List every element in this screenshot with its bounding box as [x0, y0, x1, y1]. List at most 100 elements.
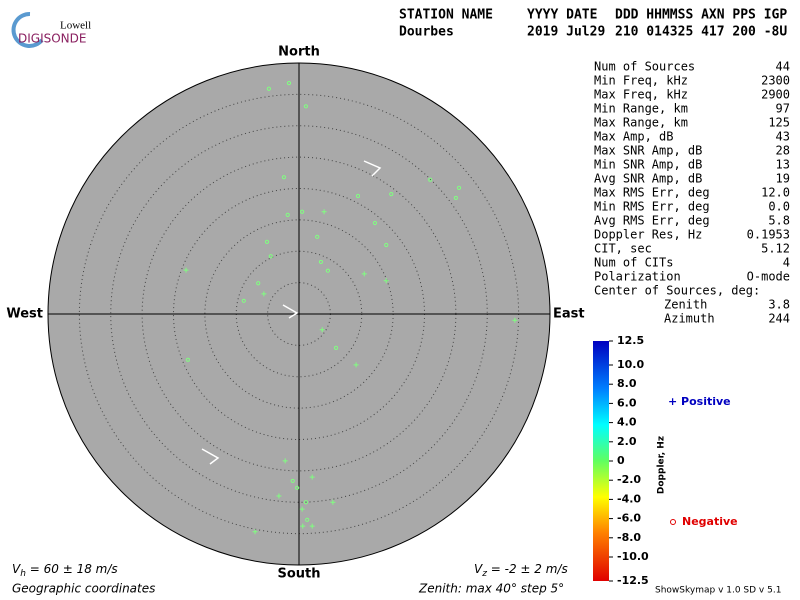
- point: [355, 193, 361, 199]
- stat-label: Doppler Res, Hz: [594, 228, 702, 242]
- point: [303, 500, 309, 505]
- stat-label: Min RMS Err, deg: [594, 200, 710, 214]
- point: [268, 254, 273, 259]
- stat-label: Min Range, km: [594, 102, 688, 116]
- vh-label: Vh = 60 ± 18 m/s: [12, 562, 118, 579]
- legend-marker: [670, 519, 676, 525]
- colorbar-label: 6.0: [617, 396, 637, 409]
- colorbar-label: -6.0: [617, 512, 641, 525]
- center-label: Zenith: [664, 298, 707, 312]
- stat-label: Polarization: [594, 270, 681, 284]
- direction-label: South: [277, 567, 320, 582]
- stat-value: 125: [768, 116, 790, 130]
- stat-value: 2900: [761, 88, 790, 102]
- point: [295, 485, 300, 490]
- logo-text: Lowell: [60, 20, 91, 32]
- point: [285, 212, 290, 217]
- header-label: YYYY DATE: [527, 8, 597, 23]
- point: [281, 175, 287, 180]
- point: [241, 298, 246, 303]
- stat-value: 2300: [761, 74, 790, 88]
- point: [185, 357, 191, 362]
- point: [384, 242, 389, 248]
- stat-value: 4: [783, 256, 790, 270]
- point: [389, 192, 394, 197]
- stat-label: Num of Sources: [594, 60, 695, 74]
- stat-value: 12.0: [761, 186, 790, 200]
- point: [372, 220, 378, 226]
- point-positive: [309, 523, 315, 529]
- stat-label: Num of CITs: [594, 256, 673, 270]
- point-positive: [321, 209, 327, 215]
- point-positive: [282, 458, 288, 464]
- stat-value: 5.8: [768, 214, 790, 228]
- legend-negative: Negative: [682, 515, 738, 528]
- stat-label: Avg RMS Err, deg: [594, 214, 710, 228]
- stat-label: CIT, sec: [594, 242, 652, 256]
- stat-value: 97: [776, 102, 790, 116]
- point-positive: [299, 506, 305, 512]
- velocity-arrow: [201, 160, 382, 465]
- point-positive: [309, 474, 315, 480]
- header-label: DDD HHMMSS AXN PPS IGP: [615, 8, 787, 23]
- point: [318, 259, 324, 265]
- direction-label: North: [278, 45, 320, 60]
- colorbar-label: 10.0: [617, 358, 644, 371]
- colorbar-label: 0: [617, 454, 625, 467]
- point: [305, 517, 310, 522]
- point: [315, 234, 320, 239]
- point: [325, 268, 330, 273]
- stat-label: Max SNR Amp, dB: [594, 144, 702, 158]
- header-value: 210 014325 417 200 -8U: [615, 25, 787, 40]
- version: ShowSkymap v 1.0 SD v 5.1: [655, 586, 781, 596]
- point-positive: [353, 362, 359, 368]
- stat-label: Max Freq, kHz: [594, 88, 688, 102]
- center-label: Azimuth: [664, 312, 715, 326]
- header-value: Dourbes: [399, 25, 454, 40]
- coords-label: Geographic coordinates: [12, 582, 155, 596]
- stat-value: O-mode: [747, 270, 790, 284]
- header-label: STATION NAME: [399, 8, 493, 23]
- point: [286, 80, 292, 86]
- point: [290, 478, 295, 484]
- point: [453, 195, 458, 201]
- point-positive: [252, 529, 258, 535]
- point-positive: [361, 271, 367, 277]
- point: [300, 209, 305, 214]
- stat-value: 5.12: [761, 242, 790, 256]
- colorbar-label: 12.5: [617, 334, 644, 347]
- stat-value: 44: [776, 60, 790, 74]
- stat-label: Avg SNR Amp, dB: [594, 172, 702, 186]
- point: [266, 86, 271, 91]
- logo-arc: [11, 11, 44, 48]
- colorbar-label: -10.0: [617, 550, 649, 563]
- stat-value: 0.0: [768, 200, 790, 214]
- center-value: 3.8: [768, 298, 790, 312]
- point: [428, 177, 433, 182]
- point-positive: [300, 523, 306, 529]
- point-positive: [276, 493, 282, 499]
- center-value: 244: [768, 312, 790, 326]
- logo-text: DIGISONDE: [18, 32, 86, 46]
- point-positive: [319, 327, 325, 333]
- point: [303, 104, 309, 109]
- point: [456, 185, 462, 190]
- stat-label: Max Amp, dB: [594, 130, 673, 144]
- point: [333, 345, 339, 350]
- point-positive: [261, 291, 267, 297]
- stat-label: Max Range, km: [594, 116, 688, 130]
- direction-label: West: [6, 307, 43, 322]
- colorbar-label: 2.0: [617, 435, 637, 448]
- colorbar-label: -12.5: [617, 574, 649, 587]
- stat-value: 43: [776, 130, 790, 144]
- stat-label: Min Freq, kHz: [594, 74, 688, 88]
- colorbar-label: -8.0: [617, 531, 641, 544]
- vz-label: Vz = -2 ± 2 m/s: [474, 562, 568, 579]
- point: [256, 281, 261, 286]
- stat-value: 28: [776, 144, 790, 158]
- colorbar-title: Doppler, Hz: [657, 436, 667, 494]
- point-positive: [512, 317, 518, 323]
- colorbar-label: 8.0: [617, 377, 637, 390]
- zenith-label: Zenith: max 40° step 5°: [418, 582, 564, 596]
